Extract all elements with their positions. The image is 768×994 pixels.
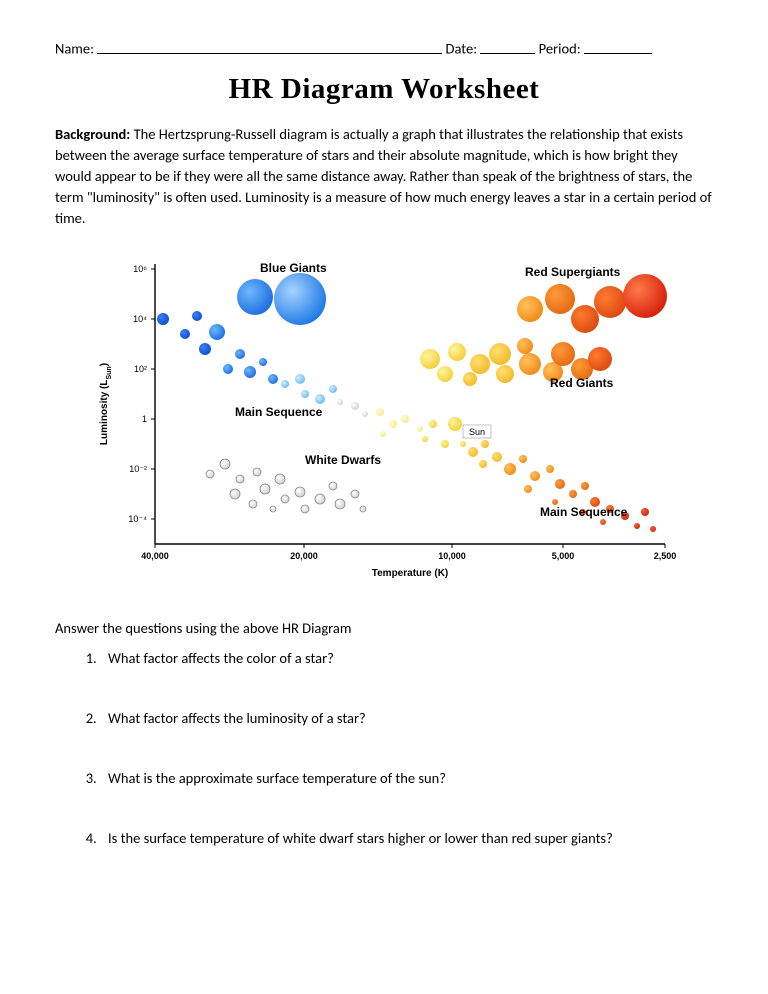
header-line: Name: Date: Period:: [55, 38, 713, 58]
svg-text:10,000: 10,000: [438, 551, 466, 561]
svg-text:Luminosity (LSun): Luminosity (LSun): [99, 363, 113, 445]
svg-text:5,000: 5,000: [552, 551, 575, 561]
page-title: HR Diagram Worksheet: [55, 73, 713, 106]
hr-diagram-chart: 10⁶ 10⁴ 10² 1 10⁻² 10⁻⁴ 40,000 20,000 10,000 5,00…: [85, 254, 685, 594]
date-blank[interactable]: [480, 38, 535, 54]
svg-text:Main Sequence: Main Sequence: [235, 405, 323, 419]
question-item: What factor affects the color of a star?: [100, 649, 713, 667]
svg-text:Temperature (K): Temperature (K): [372, 568, 449, 579]
worksheet-page: Name: Date: Period: HR Diagram Worksheet…: [0, 0, 768, 994]
svg-text:10²: 10²: [134, 364, 147, 374]
svg-text:Sun: Sun: [469, 427, 485, 437]
instruction-text: Answer the questions using the above HR …: [55, 619, 713, 637]
background-text: The Hertzsprung-Russell diagram is actua…: [55, 125, 712, 227]
svg-text:2,500: 2,500: [654, 551, 677, 561]
svg-text:10⁴: 10⁴: [133, 314, 147, 324]
svg-text:1: 1: [142, 414, 147, 424]
svg-text:Red Supergiants: Red Supergiants: [525, 265, 621, 279]
question-item: What factor affects the luminosity of a …: [100, 709, 713, 727]
svg-text:10⁻²: 10⁻²: [129, 464, 147, 474]
background-paragraph: Background: The Hertzsprung-Russell diag…: [55, 124, 713, 229]
svg-text:20,000: 20,000: [290, 551, 318, 561]
name-label: Name:: [55, 40, 94, 58]
svg-text:40,000: 40,000: [141, 551, 169, 561]
svg-text:10⁶: 10⁶: [133, 264, 147, 274]
question-list: What factor affects the color of a star?…: [55, 649, 713, 847]
question-item: Is the surface temperature of white dwar…: [100, 829, 713, 847]
hr-diagram-svg: 10⁶ 10⁴ 10² 1 10⁻² 10⁻⁴ 40,000 20,000 10,000 5,00…: [85, 254, 685, 594]
svg-text:Red Giants: Red Giants: [550, 376, 614, 390]
date-label: Date:: [446, 40, 478, 58]
period-blank[interactable]: [584, 38, 652, 54]
svg-text:10⁻⁴: 10⁻⁴: [128, 514, 147, 524]
svg-text:Main Sequence: Main Sequence: [540, 505, 628, 519]
svg-text:White Dwarfs: White Dwarfs: [305, 453, 381, 467]
svg-text:Blue Giants: Blue Giants: [260, 261, 327, 275]
question-item: What is the approximate surface temperat…: [100, 769, 713, 787]
background-label: Background:: [55, 125, 130, 143]
name-blank[interactable]: [97, 38, 442, 54]
period-label: Period:: [539, 40, 581, 58]
